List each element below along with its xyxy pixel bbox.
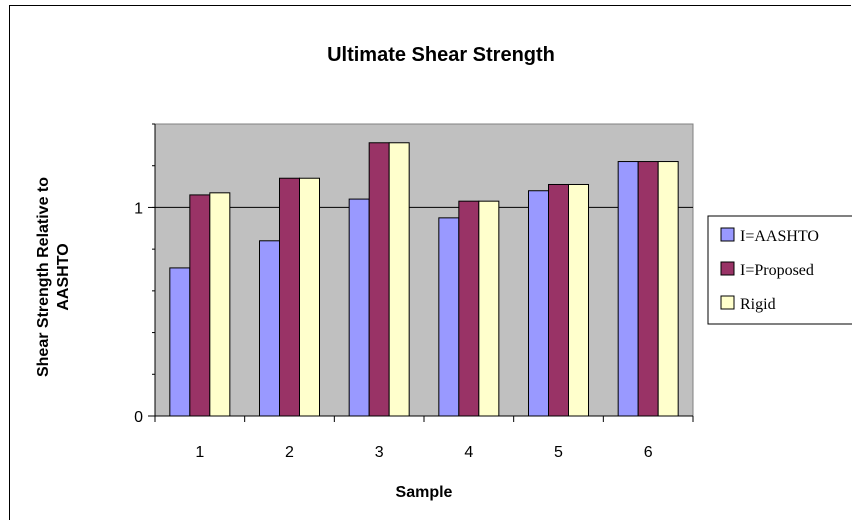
legend-swatch xyxy=(720,295,735,310)
bar-i-aashto-sample-6 xyxy=(617,161,639,417)
bar-i-aashto-sample-3 xyxy=(348,198,370,417)
legend-swatch xyxy=(720,227,735,242)
bar-rigid-sample-1 xyxy=(209,192,231,417)
x-tick-label: 4 xyxy=(464,444,473,461)
plot-area: 0 1 1 2 3 4 5 6 xyxy=(134,123,694,461)
bar-i-proposed-sample-6 xyxy=(637,161,659,417)
bar-i-aashto-sample-2 xyxy=(259,240,280,417)
y-tick-label: 0 xyxy=(134,409,143,426)
x-tick-label: 1 xyxy=(195,444,204,461)
chart-title: Ultimate Shear Strength xyxy=(327,44,555,66)
plot-background xyxy=(154,123,694,417)
bar-i-proposed-sample-5 xyxy=(548,183,569,417)
bar-i-proposed-sample-4 xyxy=(458,200,480,417)
legend-label: I=Proposed xyxy=(740,262,814,279)
y-axis-title-line-2: AASHTO xyxy=(55,243,72,310)
x-tick-label: 5 xyxy=(554,444,563,461)
legend-label: Rigid xyxy=(740,296,776,313)
y-axis-title: Shear Strength Relative to AASHTO xyxy=(35,177,72,377)
bar-rigid-sample-6 xyxy=(657,161,679,417)
legend-swatch xyxy=(720,261,735,276)
chart-frame xyxy=(9,5,851,520)
x-tick-label: 2 xyxy=(285,444,294,461)
bar-rigid-sample-4 xyxy=(478,200,500,417)
bar-rigid-sample-3 xyxy=(388,142,410,417)
x-tick-label: 3 xyxy=(375,444,384,461)
x-tick-label: 6 xyxy=(644,444,653,461)
y-axis-title-line-1: Shear Strength Relative to xyxy=(35,177,52,377)
bar-i-aashto-sample-4 xyxy=(438,217,460,417)
bar-rigid-sample-5 xyxy=(568,183,589,417)
bar-i-aashto-sample-5 xyxy=(528,190,549,417)
bar-i-proposed-sample-3 xyxy=(368,142,390,417)
y-tick-label: 1 xyxy=(134,200,143,217)
bar-i-proposed-sample-1 xyxy=(189,194,211,417)
bar-i-aashto-sample-1 xyxy=(169,267,191,417)
x-axis-title: Sample xyxy=(396,484,453,501)
legend-label: I=AASHTO xyxy=(740,228,819,245)
legend: I=AASHTO I=Proposed Rigid xyxy=(707,215,852,325)
bar-i-proposed-sample-2 xyxy=(279,177,300,417)
bar-rigid-sample-2 xyxy=(299,177,320,417)
